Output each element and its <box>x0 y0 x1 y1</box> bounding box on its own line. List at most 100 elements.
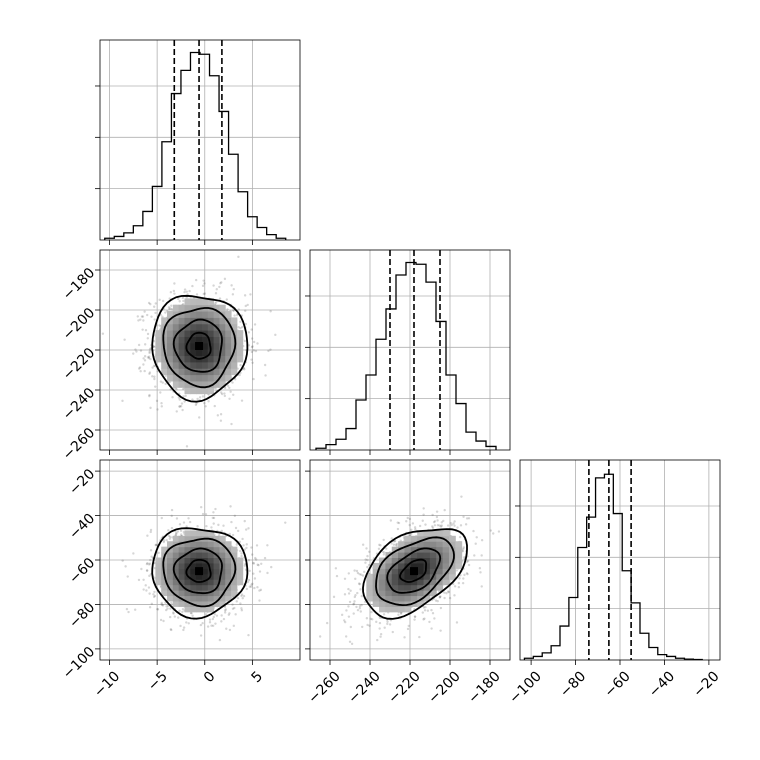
scatter-point <box>230 284 233 287</box>
scatter-point <box>393 539 397 543</box>
density-cell <box>372 568 380 575</box>
scatter-point <box>214 301 218 304</box>
scatter-point <box>497 530 501 533</box>
scatter-point <box>194 278 198 282</box>
scatter-point <box>418 524 422 528</box>
scatter-point <box>217 523 220 527</box>
density-cell <box>423 568 431 575</box>
density-cell <box>225 568 232 575</box>
density-cell <box>436 568 444 575</box>
density-cell <box>184 368 191 376</box>
scatter-point <box>160 405 163 408</box>
scatter-point <box>443 591 446 594</box>
density-cell <box>231 317 238 325</box>
scatter-point <box>254 349 258 353</box>
density-cell <box>172 374 180 382</box>
scatter-point <box>248 585 252 588</box>
scatter-point <box>274 333 277 337</box>
scatter-point <box>126 575 129 578</box>
scatter-point <box>244 528 248 531</box>
scatter-point <box>185 445 189 448</box>
scatter-point <box>204 613 208 616</box>
density-cell <box>196 380 203 388</box>
scatter-point <box>423 617 426 620</box>
density-cell <box>190 311 197 318</box>
scatter-point <box>452 522 455 525</box>
density-cell <box>219 304 226 312</box>
density-cell <box>207 557 215 564</box>
scatter-point <box>165 539 168 542</box>
scatter-point <box>243 339 247 343</box>
scatter-point <box>450 523 453 527</box>
scatter-point <box>182 299 185 303</box>
density-cell <box>225 579 232 586</box>
scatter-point <box>414 527 417 531</box>
scatter-point <box>151 366 154 369</box>
scatter-point <box>353 569 356 572</box>
density-cell <box>201 361 209 369</box>
density-cell <box>213 342 220 350</box>
density-cell <box>201 573 209 580</box>
scatter-point <box>147 301 151 305</box>
scatter-point <box>203 282 206 285</box>
scatter-point <box>439 606 443 610</box>
density-cell <box>417 584 425 591</box>
density-cell <box>423 584 431 591</box>
density-cell <box>391 595 399 602</box>
density-cell <box>155 562 162 569</box>
density-cell <box>167 330 174 337</box>
scatter-point <box>243 519 246 523</box>
density-cell <box>190 530 197 537</box>
density-cell <box>178 317 185 325</box>
density-cell <box>161 368 168 376</box>
density-cell <box>213 562 220 569</box>
density-cell <box>231 562 238 569</box>
scatter-point <box>140 567 143 571</box>
density-cell <box>213 590 220 597</box>
density-cell <box>161 562 168 569</box>
scatter-point <box>361 574 365 577</box>
scatter-point <box>251 553 254 556</box>
density-cell <box>178 579 185 586</box>
scatter-point <box>219 282 222 285</box>
scatter-point <box>167 306 171 309</box>
scatter-point <box>158 298 161 302</box>
density-cell <box>436 535 444 542</box>
density-cell <box>213 573 220 580</box>
scatter-point <box>189 611 193 615</box>
scatter-point <box>391 630 394 634</box>
scatter-point <box>148 348 152 351</box>
scatter-point <box>251 345 254 348</box>
density-cell <box>219 579 226 586</box>
density-cell <box>167 546 174 553</box>
scatter-point <box>219 413 223 416</box>
density-cell <box>225 590 232 597</box>
scatter-point <box>223 394 227 398</box>
density-cell <box>201 311 209 318</box>
scatter-point <box>241 596 244 600</box>
density-0-1-peak <box>195 342 204 350</box>
scatter-point <box>443 508 446 512</box>
scatter-point <box>360 594 364 598</box>
density-cell <box>385 584 393 591</box>
density-cell <box>219 535 226 542</box>
scatter-point <box>367 563 371 567</box>
density-cell <box>178 368 185 376</box>
density-cell <box>184 546 191 553</box>
scatter-point <box>253 323 257 326</box>
density-cell <box>190 349 197 357</box>
scatter-point <box>212 516 216 520</box>
density-cell <box>167 573 174 580</box>
scatter-point <box>366 554 369 558</box>
scatter-point <box>168 297 171 300</box>
density-cell <box>207 600 215 607</box>
density-cell <box>196 552 203 559</box>
scatter-point <box>155 399 159 403</box>
scatter-point <box>231 381 234 384</box>
scatter-point <box>352 602 356 605</box>
density-cell <box>201 552 209 559</box>
scatter-point <box>216 414 220 417</box>
scatter-point <box>185 290 188 293</box>
density-cell <box>219 323 226 331</box>
scatter-point <box>141 328 144 331</box>
